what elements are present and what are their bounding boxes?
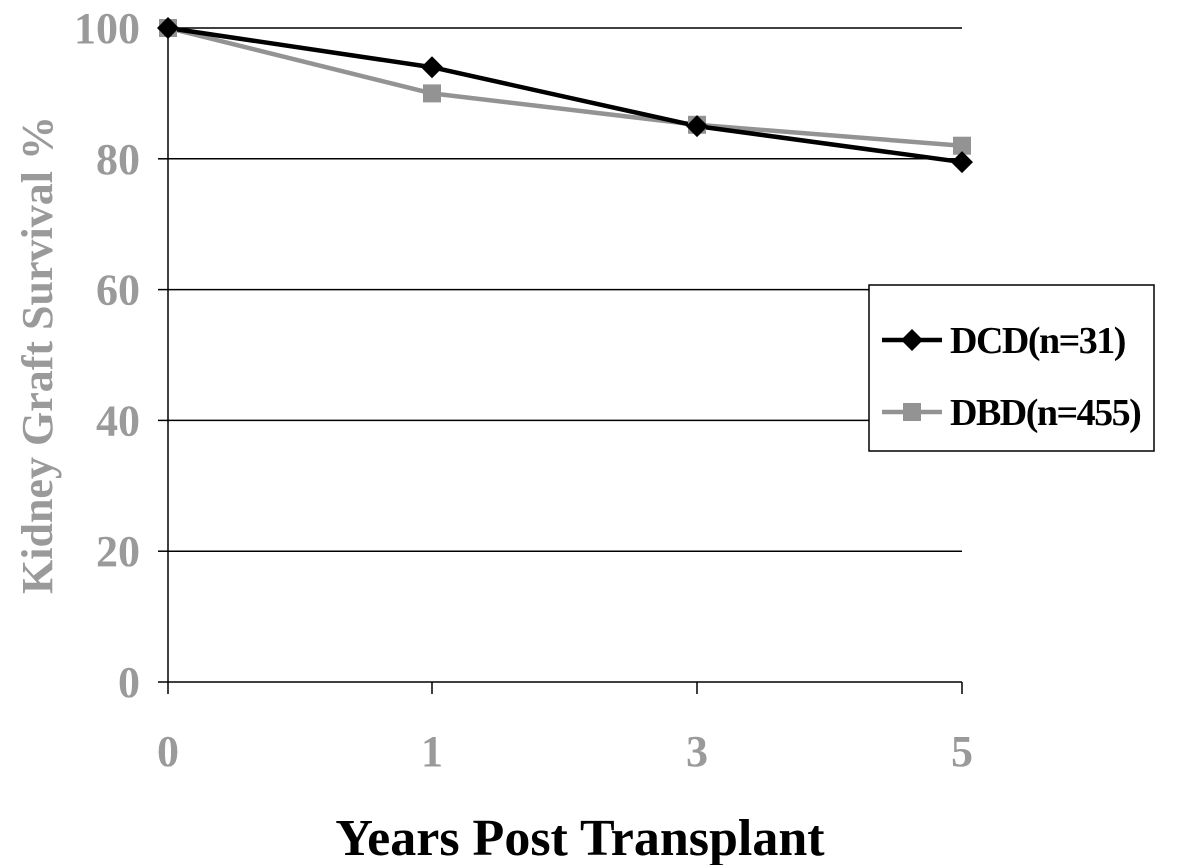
series-line-DCD(n=31) [167, 25, 963, 165]
legend-label-DBD(n=455): DBD(n=455) [950, 392, 1140, 434]
y-tick-labels: 0 20 40 60 80 100 [74, 4, 140, 707]
point-DCD(n=31)-1 [421, 56, 443, 79]
x-tick-label-3: 3 [686, 727, 708, 776]
x-tick-label-0: 0 [157, 727, 179, 776]
y-tick-label-20: 20 [96, 527, 140, 576]
x-tick-labels: 0 1 3 5 [157, 727, 973, 776]
legend-marker-DCD(n=31) [901, 329, 923, 351]
y-axis-title: Kidney Graft Survival % [13, 116, 62, 594]
point-DCD(n=31)-5 [951, 151, 973, 174]
point-DBD(n=455)-5 [953, 136, 971, 155]
x-tick-label-1: 1 [421, 727, 443, 776]
legend-box [868, 284, 1155, 452]
axes [158, 27, 963, 694]
gridlines [168, 27, 962, 552]
point-DCD(n=31)-0 [157, 17, 179, 39]
y-tick-label-60: 60 [96, 266, 140, 315]
point-DBD(n=455)-1 [423, 84, 441, 103]
y-tick-label-100: 100 [74, 4, 140, 53]
legend-marker-DBD(n=455) [903, 403, 921, 421]
point-DCD(n=31)-3 [686, 115, 708, 138]
series-line-DBD(n=455) [167, 25, 963, 148]
y-tick-label-40: 40 [96, 396, 140, 445]
legend: DCD(n=31) DBD(n=455) [868, 284, 1155, 452]
x-axis-title: Years Post Transplant [335, 810, 825, 865]
series-lines [157, 17, 973, 174]
y-tick-label-80: 80 [96, 135, 140, 184]
y-tick-label-0: 0 [118, 658, 140, 707]
legend-label-DCD(n=31): DCD(n=31) [950, 320, 1125, 362]
x-tick-label-5: 5 [951, 727, 973, 776]
